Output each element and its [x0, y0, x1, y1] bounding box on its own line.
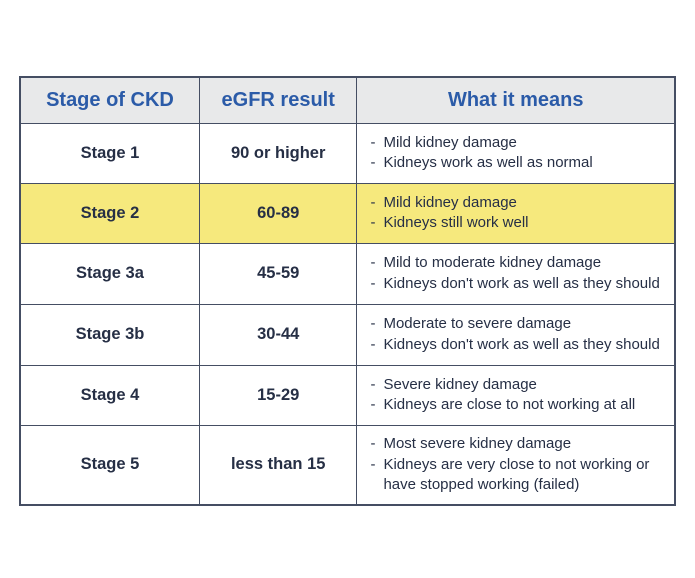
egfr-cell: 30-44 — [198, 303, 358, 366]
meaning-cell: - Severe kidney damage - Kidneys are close … — [356, 364, 676, 426]
egfr-cell: 60-89 — [198, 182, 358, 244]
egfr-cell: 15-29 — [198, 364, 358, 426]
meaning-line: - Kidneys still work well — [370, 213, 664, 233]
meaning-text: Mild to moderate kidney damage — [383, 254, 602, 272]
meaning-line: - Kidneys work as well as normal — [370, 153, 664, 173]
dash-bullet: - — [370, 315, 376, 333]
egfr-cell: 90 or higher — [198, 122, 358, 184]
meaning-text: Kidneys don't work as well as they shoul… — [383, 335, 660, 353]
egfr-cell: less than 15 — [198, 424, 358, 506]
dash-bullet: - — [370, 214, 376, 231]
dash-bullet: - — [370, 335, 376, 353]
meaning-line: - Kidneys are close to not working at all — [370, 395, 664, 415]
dash-bullet: - — [370, 133, 376, 151]
dash-bullet: - — [370, 154, 376, 171]
meaning-cell: - Mild to moderate kidney damage - Kidneys … — [356, 242, 676, 305]
meaning-line: - Kidneys don't work as well as they shou… — [370, 335, 664, 355]
stage-cell: Stage 5 — [19, 424, 200, 506]
table-body: Stage 1 90 or higher - Mild kidney damage… — [19, 122, 676, 506]
meaning-line: - Mild kidney damage — [370, 133, 664, 153]
meaning-cell: - Mild kidney damage - Kidneys work as well… — [356, 122, 676, 184]
table-row: Stage 1 90 or higher - Mild kidney damage… — [19, 122, 676, 184]
meaning-line: - Kidneys don't work as well as they shou… — [370, 274, 664, 294]
meaning-line: - Mild to moderate kidney damage — [370, 253, 664, 273]
table-row: Stage 3a 45-59 - Mild to moderate kidney … — [19, 242, 676, 305]
table-row: Stage 5 less than 15 - Most severe kidney… — [19, 424, 676, 506]
meaning-text: Most severe kidney damage — [383, 435, 572, 453]
header-stage-of-ckd: Stage of CKD — [19, 76, 200, 124]
meaning-line: - Most severe kidney damage — [370, 434, 664, 454]
dash-bullet: - — [370, 254, 376, 272]
meaning-text: Kidneys are very close to not working or… — [383, 455, 650, 493]
meaning-text: Severe kidney damage — [383, 375, 537, 393]
stage-cell: Stage 3a — [19, 242, 200, 305]
meaning-text: Kidneys don't work as well as they shoul… — [383, 274, 660, 292]
stage-cell: Stage 2 — [19, 182, 200, 244]
header-what-it-means: What it means — [356, 76, 676, 124]
dash-bullet: - — [370, 455, 376, 473]
table-header: Stage of CKD eGFR result What it means — [19, 76, 676, 124]
header-egfr-result: eGFR result — [198, 76, 358, 124]
meaning-text: Moderate to severe damage — [383, 315, 572, 333]
meaning-cell: - Moderate to severe damage - Kidneys don't… — [356, 303, 676, 366]
meaning-text: Mild kidney damage — [383, 193, 517, 211]
header-row: Stage of CKD eGFR result What it means — [19, 76, 676, 124]
dash-bullet: - — [370, 396, 376, 413]
table-row: Stage 2 60-89 - Mild kidney damage - Kidney… — [19, 182, 676, 244]
dash-bullet: - — [370, 375, 376, 393]
meaning-line: - Mild kidney damage — [370, 193, 664, 213]
stage-cell: Stage 4 — [19, 364, 200, 426]
meaning-text: Mild kidney damage — [383, 133, 517, 151]
stage-cell: Stage 1 — [19, 122, 200, 184]
ckd-stages-table: Stage of CKD eGFR result What it means S… — [19, 76, 676, 506]
meaning-text: Kidneys still work well — [383, 214, 529, 231]
meaning-text: Kidneys are close to not working at all — [383, 396, 636, 413]
meaning-line: - Kidneys are very close to not working o… — [370, 455, 664, 496]
table-row: Stage 4 15-29 - Severe kidney damage - Kidn… — [19, 364, 676, 426]
dash-bullet: - — [370, 274, 376, 292]
meaning-cell: - Most severe kidney damage - Kidneys are v… — [356, 424, 676, 506]
egfr-cell: 45-59 — [198, 242, 358, 305]
ckd-stages-table-container: Stage of CKD eGFR result What it means S… — [19, 76, 676, 506]
meaning-text: Kidneys work as well as normal — [383, 154, 593, 171]
meaning-line: - Moderate to severe damage — [370, 314, 664, 334]
table-row: Stage 3b 30-44 - Moderate to severe damag… — [19, 303, 676, 366]
meaning-cell: - Mild kidney damage - Kidneys still work w… — [356, 182, 676, 244]
dash-bullet: - — [370, 435, 376, 453]
stage-cell: Stage 3b — [19, 303, 200, 366]
dash-bullet: - — [370, 193, 376, 211]
meaning-line: - Severe kidney damage — [370, 375, 664, 395]
